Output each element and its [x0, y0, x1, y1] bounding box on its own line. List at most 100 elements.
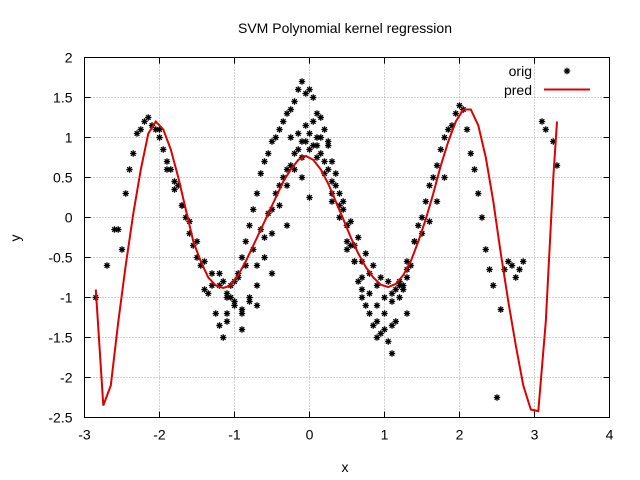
orig-point: [193, 254, 201, 261]
orig-point: [253, 262, 261, 269]
orig-point: [385, 338, 392, 345]
orig-point: [388, 298, 396, 305]
orig-point: [373, 282, 381, 289]
orig-point: [306, 146, 313, 153]
x-tick-labels: -3 -2 -1 0 1 2 3 4: [78, 427, 613, 443]
orig-point: [407, 262, 414, 269]
orig-point: [276, 182, 283, 189]
orig-point: [268, 230, 276, 237]
orig-point: [321, 126, 328, 133]
orig-point: [118, 246, 126, 253]
orig-point: [261, 234, 268, 241]
orig-point: [478, 214, 486, 221]
orig-point: [512, 274, 519, 281]
orig-point: [141, 118, 148, 125]
y-tick-label: 1: [65, 130, 73, 146]
orig-point: [268, 270, 276, 277]
pred-line: [94, 108, 558, 413]
legend-label-pred: pred: [504, 82, 532, 98]
orig-point: [505, 258, 512, 265]
orig-point: [381, 294, 388, 301]
orig-point: [313, 134, 321, 141]
orig-point: [426, 182, 433, 189]
orig-point: [388, 350, 396, 357]
orig-point: [261, 158, 268, 165]
orig-point: [553, 162, 561, 169]
orig-point: [253, 302, 261, 309]
orig-point: [291, 150, 298, 157]
orig-point: [542, 126, 549, 133]
orig-point: [238, 326, 246, 333]
orig-point: [197, 262, 204, 269]
orig-point: [130, 150, 137, 157]
orig-point: [306, 130, 313, 137]
orig-point: [242, 262, 249, 269]
y-tick-label: -2: [60, 370, 73, 386]
orig-point: [246, 298, 253, 305]
orig-point: [343, 238, 351, 245]
orig-point: [325, 142, 332, 149]
orig-point: [302, 138, 309, 145]
x-tick-label: 2: [456, 427, 464, 443]
orig-point: [220, 278, 227, 285]
orig-point: [418, 214, 426, 221]
orig-point: [347, 218, 354, 225]
orig-point: [377, 330, 384, 337]
chart-title: SVM Polynomial kernel regression: [238, 20, 452, 36]
orig-point: [171, 186, 178, 193]
orig-point: [358, 286, 366, 293]
orig-point: [298, 78, 306, 85]
orig-point: [520, 258, 527, 265]
orig-point: [493, 394, 501, 401]
orig-point: [373, 318, 381, 325]
orig-point: [280, 174, 287, 181]
orig-point: [122, 190, 129, 197]
legend-marker-orig-point: [563, 67, 571, 75]
plot-frame: [84, 57, 610, 418]
orig-point: [411, 238, 418, 245]
orig-point: [276, 202, 283, 209]
orig-point: [433, 198, 441, 205]
orig-point: [538, 118, 546, 125]
orig-point: [283, 222, 291, 229]
y-tick-label: 0.5: [53, 170, 73, 186]
orig-point: [343, 222, 351, 229]
orig-point: [317, 150, 324, 157]
x-tick-label: -3: [78, 427, 91, 443]
orig-point: [223, 318, 231, 325]
x-tick-label: 3: [531, 427, 539, 443]
orig-point: [362, 302, 369, 309]
orig-point: [167, 166, 174, 173]
orig-point: [137, 126, 144, 133]
orig-point: [343, 246, 351, 253]
orig-point: [280, 118, 287, 125]
orig-point: [163, 166, 171, 173]
y-tick-label: -0.5: [48, 250, 72, 266]
orig-point: [306, 194, 313, 201]
orig-point: [216, 270, 223, 277]
orig-point: [265, 150, 272, 157]
orig-point: [471, 166, 478, 173]
orig-point: [396, 278, 403, 285]
orig-point: [310, 94, 317, 101]
orig-point: [381, 310, 388, 317]
orig-point: [377, 274, 384, 281]
y-tick-label: 1.5: [53, 90, 73, 106]
orig-point: [396, 294, 403, 301]
orig-point: [257, 170, 264, 177]
orig-point: [111, 226, 118, 233]
y-tick-label: -2.5: [48, 410, 72, 426]
orig-point: [235, 274, 242, 281]
orig-point: [310, 142, 317, 149]
orig-point: [430, 174, 437, 181]
orig-point: [347, 242, 354, 249]
orig-point: [291, 98, 298, 105]
orig-point: [287, 134, 294, 141]
orig-point: [201, 258, 208, 265]
orig-point: [295, 130, 302, 137]
orig-point: [223, 290, 231, 297]
y-tick-label: 2: [65, 50, 73, 66]
orig-point: [298, 174, 306, 181]
orig-point: [220, 334, 227, 341]
